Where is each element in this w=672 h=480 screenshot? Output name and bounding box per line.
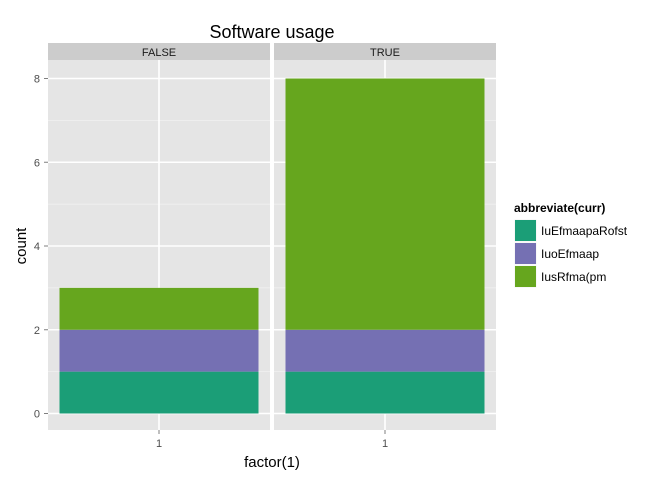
legend-swatch-1 bbox=[515, 220, 536, 241]
y-tick-label: 6 bbox=[34, 157, 40, 169]
panel-true-x-tick-label: 1 bbox=[382, 438, 388, 450]
panel-true-strip-label: TRUE bbox=[370, 47, 400, 59]
panel-true-strip bbox=[274, 43, 496, 60]
panel-false-bar-1 bbox=[59, 371, 259, 414]
y-axis-title: count bbox=[13, 227, 30, 265]
legend-label-2: IuoEfmaap bbox=[541, 247, 599, 261]
legend: abbreviate(curr) IuEfmaapaRofst IuoEfmaap… bbox=[513, 201, 628, 289]
y-tick-label: 4 bbox=[34, 241, 40, 253]
legend-swatch-2 bbox=[515, 243, 536, 264]
panel-false-strip-label: FALSE bbox=[142, 47, 176, 59]
legend-swatch-3 bbox=[515, 266, 536, 287]
panel-false-x-tick-label: 1 bbox=[156, 438, 162, 450]
legend-label-1: IuEfmaapaRofst bbox=[541, 224, 628, 238]
x-axis-title: factor(1) bbox=[244, 454, 300, 471]
panel-false-bar-2 bbox=[59, 329, 259, 372]
panel-true-bar-2 bbox=[285, 329, 485, 372]
y-tick-label: 2 bbox=[34, 325, 40, 337]
panel-false-strip bbox=[48, 43, 270, 60]
y-tick-label: 8 bbox=[34, 74, 40, 86]
panel-true-bar-1 bbox=[285, 371, 485, 414]
legend-label-3: IusRfma(pm bbox=[541, 270, 606, 284]
legend-title: abbreviate(curr) bbox=[514, 201, 605, 215]
panel-true-bar-3 bbox=[285, 78, 485, 330]
chart-title: Software usage bbox=[209, 22, 334, 42]
panel-false-bar-3 bbox=[59, 287, 259, 330]
y-tick-label: 0 bbox=[34, 409, 40, 421]
